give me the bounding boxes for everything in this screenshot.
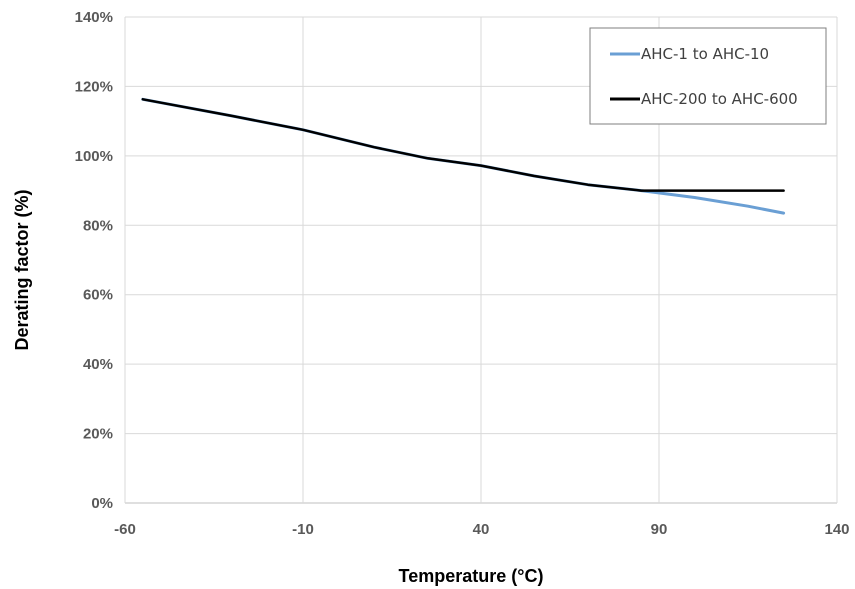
y-tick-label: 120% bbox=[75, 78, 113, 95]
y-axis-title: Derating factor (%) bbox=[12, 189, 32, 350]
tick-labels: 0% 20% 40% 60% 80% 100% 120% 140% -60 -10 40 90 140 bbox=[75, 9, 850, 538]
y-tick-label: 40% bbox=[83, 356, 113, 373]
x-tick-label: 40 bbox=[473, 521, 490, 538]
legend-label-ahc-200-to-ahc-600: AHC-200 to AHC-600 bbox=[641, 90, 798, 108]
x-tick-label: 140 bbox=[824, 521, 849, 538]
x-axis-title: Temperature (°C) bbox=[399, 566, 544, 586]
x-tick-label: 90 bbox=[651, 521, 668, 538]
y-tick-label: 60% bbox=[83, 287, 113, 304]
legend-box bbox=[589, 27, 827, 125]
y-tick-label: 80% bbox=[83, 217, 113, 234]
x-tick-label: -10 bbox=[292, 521, 314, 538]
gridlines bbox=[124, 16, 838, 504]
legend-label-ahc-1-to-ahc-10: AHC-1 to AHC-10 bbox=[641, 45, 769, 63]
series-line-ahc-200-to-ahc-600 bbox=[141, 98, 785, 192]
y-tick-label: 0% bbox=[91, 495, 113, 512]
series-lines bbox=[141, 97, 786, 215]
y-tick-label: 20% bbox=[83, 426, 113, 443]
legend: AHC-1 to AHC-10 AHC-200 to AHC-600 bbox=[589, 27, 827, 125]
y-tick-label: 100% bbox=[75, 148, 113, 165]
x-tick-label: -60 bbox=[114, 521, 136, 538]
y-tick-label: 140% bbox=[75, 9, 113, 26]
